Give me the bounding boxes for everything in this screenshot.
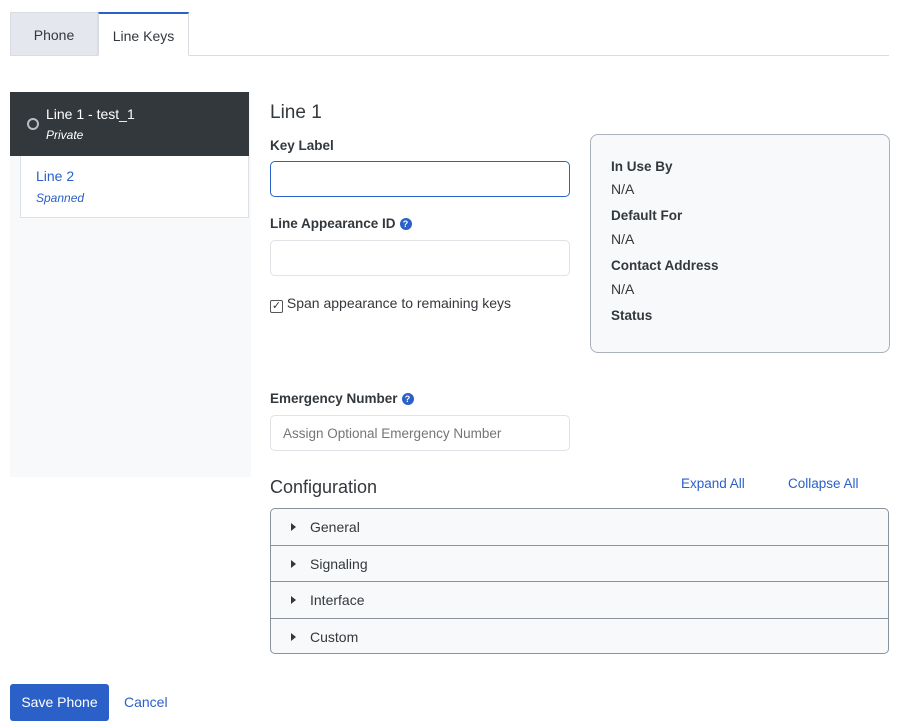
tab-bar: Phone Line Keys bbox=[10, 12, 889, 56]
checkbox-checked-icon[interactable]: ✓ bbox=[270, 300, 283, 313]
cancel-link[interactable]: Cancel bbox=[124, 694, 168, 710]
caret-right-icon bbox=[291, 632, 296, 641]
line-appearance-input[interactable] bbox=[270, 240, 570, 276]
contact-label: Contact Address bbox=[611, 258, 719, 273]
key-label-input[interactable] bbox=[270, 161, 570, 197]
caret-right-icon bbox=[291, 559, 296, 568]
contact-value: N/A bbox=[611, 281, 635, 297]
section-interface[interactable]: Interface bbox=[271, 582, 888, 619]
radio-icon bbox=[27, 118, 39, 130]
help-icon[interactable]: ? bbox=[401, 393, 414, 405]
emergency-number-input[interactable] bbox=[270, 415, 570, 451]
default-for-label: Default For bbox=[611, 208, 683, 223]
configuration-title: Configuration bbox=[270, 477, 378, 497]
tab-phone[interactable]: Phone bbox=[10, 12, 98, 56]
configuration-accordion: General Signaling Interface Custom bbox=[270, 508, 889, 654]
save-phone-button[interactable]: Save Phone bbox=[10, 684, 109, 721]
tab-line-keys[interactable]: Line Keys bbox=[98, 12, 189, 56]
in-use-by-value: N/A bbox=[611, 181, 635, 197]
line-item-2[interactable]: Line 2 Spanned bbox=[20, 156, 249, 218]
caret-right-icon bbox=[291, 596, 296, 604]
line-type: Private bbox=[46, 128, 84, 142]
line-title: Line 1 - test_1 bbox=[46, 106, 135, 122]
help-icon[interactable]: ? bbox=[399, 218, 412, 230]
section-signaling[interactable]: Signaling bbox=[271, 546, 888, 582]
section-custom[interactable]: Custom bbox=[271, 619, 888, 654]
section-general[interactable]: General bbox=[271, 509, 888, 546]
status-label: Status bbox=[611, 308, 653, 323]
line-item-1[interactable]: Line 1 - test_1 Private bbox=[10, 92, 249, 156]
line-type: Spanned bbox=[36, 191, 85, 205]
span-label: Span appearance to remaining keys bbox=[286, 295, 512, 311]
expand-all-link[interactable]: Expand All bbox=[681, 476, 745, 491]
line-title: Line 2 bbox=[36, 168, 75, 184]
span-checkbox-row[interactable]: ✓ Span appearance to remaining keys bbox=[270, 295, 511, 313]
line-heading: Line 1 bbox=[270, 102, 322, 123]
in-use-by-label: In Use By bbox=[611, 159, 673, 174]
line-info-panel: In Use By N/A Default For N/A Contact Ad… bbox=[590, 134, 890, 353]
emergency-label: Emergency Number? bbox=[270, 391, 414, 406]
key-label-label: Key Label bbox=[270, 138, 334, 153]
line-appearance-label: Line Appearance ID? bbox=[270, 216, 412, 231]
collapse-all-link[interactable]: Collapse All bbox=[788, 476, 859, 491]
default-for-value: N/A bbox=[611, 231, 635, 247]
caret-right-icon bbox=[291, 523, 296, 531]
